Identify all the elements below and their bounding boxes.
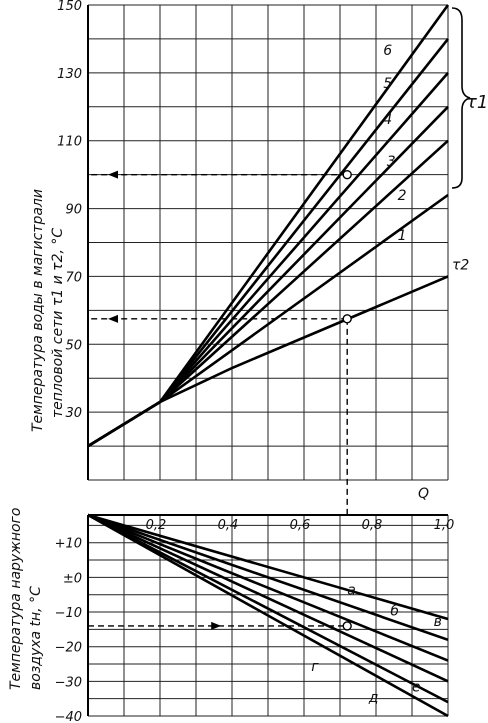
bottom-series-line-д	[87, 513, 449, 704]
top-series-label-5: 5	[383, 76, 392, 92]
bottom-series-label-е: е	[412, 680, 421, 696]
bottom-series-label-д: д	[368, 690, 379, 706]
bottom-series-label-б: б	[390, 604, 399, 620]
bottom-series-line-а	[87, 513, 449, 621]
bottom-ytick-label: −40	[55, 710, 82, 723]
top-curves	[87, 4, 450, 515]
bottom-series-line-е	[87, 513, 449, 718]
top-ytick-label: 130	[57, 67, 82, 82]
bottom-xtick-label: 0,4	[218, 518, 239, 533]
bottom-series-label-а: а	[347, 583, 356, 599]
bottom-curves	[87, 513, 449, 718]
bottom-series-label-в: в	[434, 614, 442, 630]
top-series-label-3: 3	[387, 154, 396, 170]
top-ylabel-line1: Температура воды в магистрали	[30, 189, 46, 432]
bottom-xtick-label: 1,0	[434, 518, 455, 533]
bottom-series-label-г: г	[311, 659, 319, 675]
top-ytick-label: 50	[65, 338, 82, 353]
bottom-series-line-в	[87, 513, 449, 662]
top-series-label-1: 1	[398, 228, 407, 244]
top-ylabel-line2: тепловой сети τ1 и τ2, °С	[50, 228, 66, 418]
bottom-ytick-label: ±0	[63, 571, 82, 586]
bottom-xtick-label: 0,8	[362, 518, 383, 533]
bottom-xtick-label: 0,2	[146, 518, 167, 533]
top-ref-point-tau2	[342, 314, 352, 324]
top-ref-point-tau1	[342, 169, 352, 180]
bottom-ytick-label: +10	[55, 537, 82, 552]
bottom-series-line-г	[87, 513, 449, 683]
top-ytick-label: 70	[65, 270, 82, 285]
bottom-ytick-label: −30	[55, 675, 82, 690]
bottom-ref-arrow	[211, 621, 222, 630]
top-ref-arrow	[108, 314, 118, 323]
top-grid: 30 50 70 90 110 130 150	[57, 0, 449, 481]
top-ytick-label: 110	[57, 135, 82, 150]
bottom-ytick-label: −10	[55, 606, 82, 621]
top-series-label-tau2: τ2	[452, 258, 469, 274]
bottom-ylabel-line1: Температура наружного	[8, 508, 24, 690]
bottom-ylabel-line2: воздуха tн, °С	[28, 586, 44, 690]
top-series-line-τ2	[87, 275, 449, 448]
top-series-label-4: 4	[383, 112, 392, 128]
bottom-grid: +10 ±0 −10 −20 −30 −40 0,2 0,4 0,6 0,8 1,0	[55, 514, 455, 723]
bottom-xtick-label: 0,6	[290, 518, 311, 533]
top-ytick-label: 150	[57, 0, 82, 14]
tau1-brace	[451, 7, 471, 189]
top-ytick-label: 90	[65, 203, 82, 218]
top-series-label-2: 2	[398, 188, 407, 204]
bottom-xlabel: Q	[418, 486, 429, 502]
top-series-label-6: 6	[383, 43, 392, 59]
bottom-ref-point	[342, 621, 352, 631]
top-ytick-label: 30	[65, 406, 82, 421]
bottom-series-line-б	[87, 513, 449, 642]
tau1-group-label: τ1	[466, 92, 488, 113]
chart-labels: 1 2 3 4 5 6 τ2 а б в г д е	[311, 43, 469, 706]
bottom-ytick-label: −20	[55, 641, 82, 656]
top-ref-arrow	[108, 170, 118, 179]
